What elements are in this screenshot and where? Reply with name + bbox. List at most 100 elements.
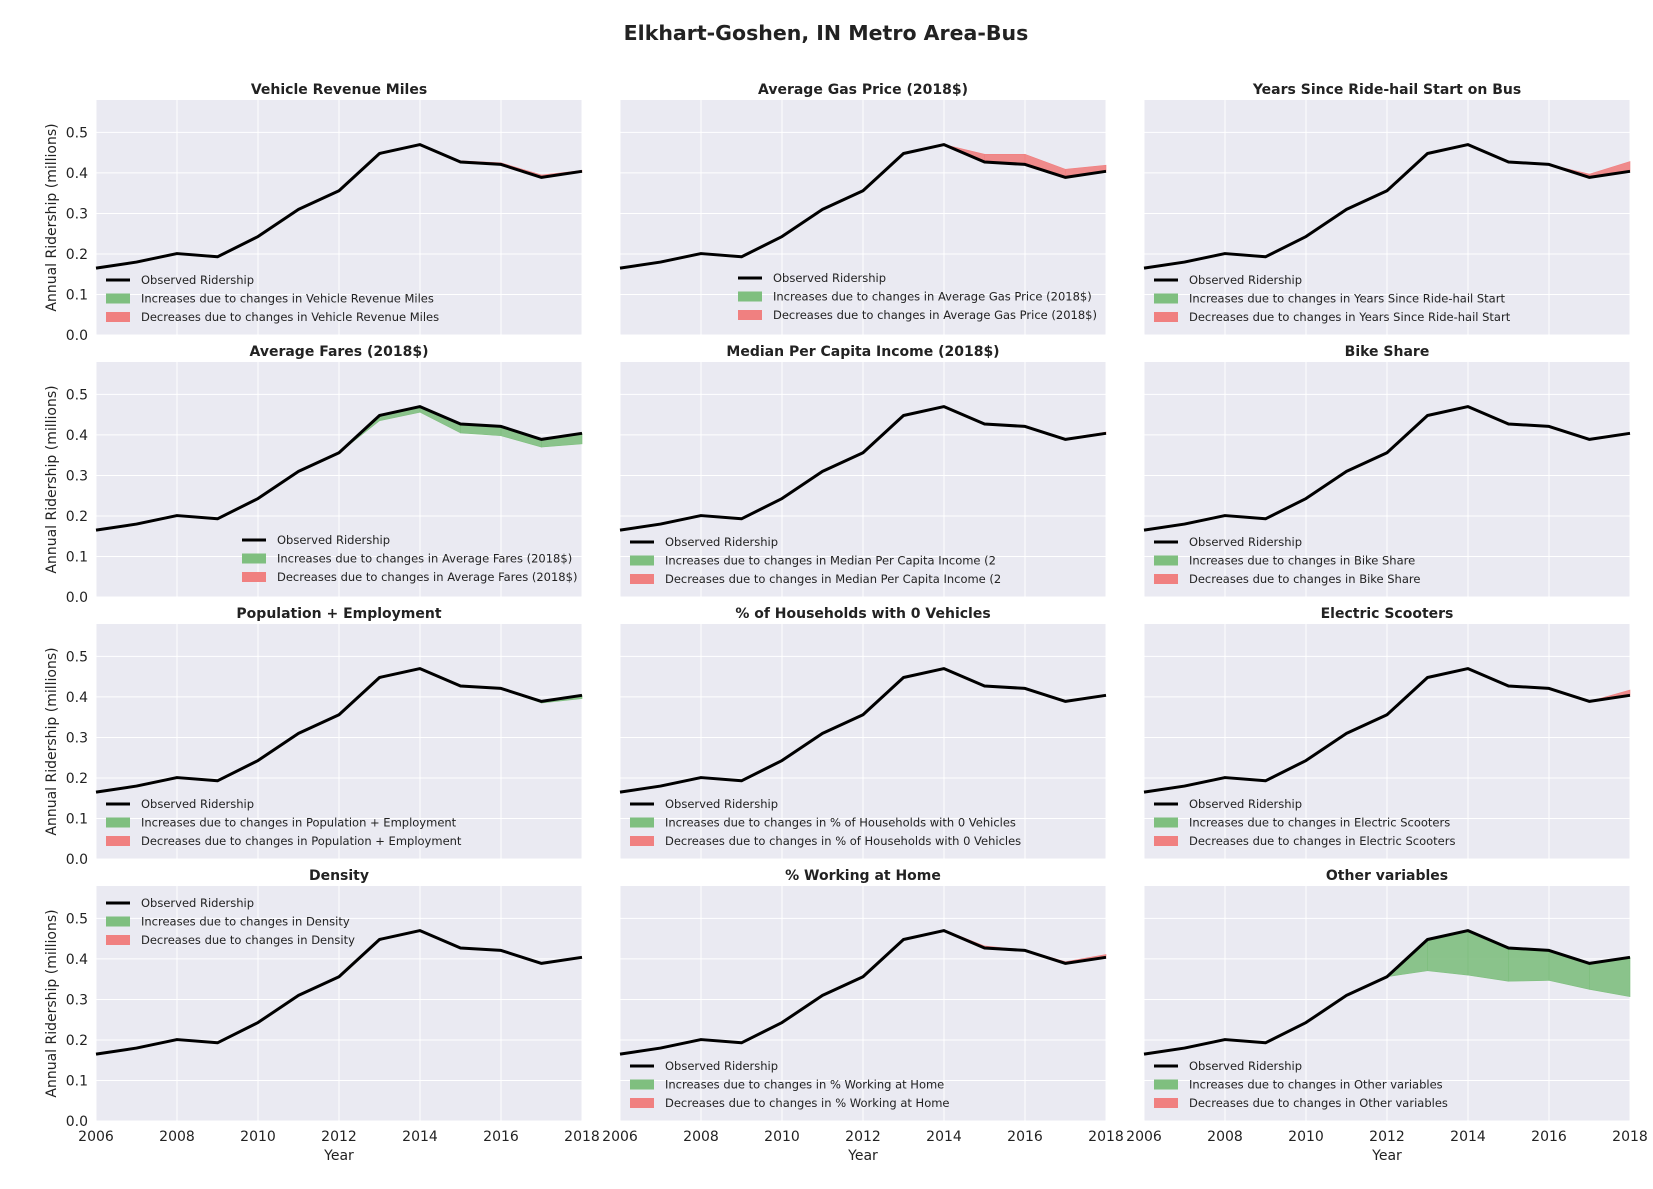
panel-title: Electric Scooters (1321, 606, 1454, 622)
y-axis-label: Annual Ridership (millions) (44, 123, 60, 311)
legend: Observed Ridership Increases due to chang… (630, 535, 1001, 586)
y-tick-label: 0.0 (66, 852, 88, 868)
legend-observed: Observed Ridership (773, 271, 886, 285)
panel-title: Median Per Capita Income (2018$) (726, 344, 999, 360)
legend: Observed Ridership Increases due to chang… (1154, 535, 1420, 586)
legend-decrease: Decreases due to changes in Bike Share (1189, 572, 1420, 586)
y-tick-label: 0.3 (66, 468, 88, 484)
x-axis-label: Year (323, 1148, 354, 1164)
legend-decrease-swatch (630, 1098, 654, 1108)
legend-increase-swatch (630, 817, 654, 828)
legend-increase-swatch (630, 555, 654, 566)
y-tick-label: 0.4 (66, 690, 88, 706)
y-axis-label: Annual Ridership (millions) (44, 385, 60, 573)
panel-title: Bike Share (1345, 344, 1430, 360)
legend-increase-swatch (1154, 555, 1178, 566)
legend: Observed Ridership Increases due to chang… (630, 1059, 950, 1110)
legend-decrease-swatch (630, 836, 654, 846)
observed-ridership-line (1143, 405, 1631, 532)
panels-grid: Vehicle Revenue Miles 0.0 0.1 0.2 0.3 0.4 0.5 A… (44, 82, 1648, 1164)
legend-increase: Increases due to changes in Vehicle Reve… (141, 292, 434, 306)
legend: Observed Ridership Increases due to chang… (106, 896, 355, 947)
observed-ridership-line (95, 143, 583, 270)
legend-increase-swatch (1154, 817, 1178, 828)
panel-title: Population + Employment (236, 606, 441, 622)
legend-observed: Observed Ridership (1189, 273, 1302, 287)
legend: Observed Ridership Increases due to chang… (1154, 797, 1455, 848)
panel-title: Density (309, 868, 369, 884)
x-tick-label: 2018 (1612, 1129, 1648, 1145)
legend-increase: Increases due to changes in Other variab… (1189, 1078, 1443, 1092)
legend-increase-swatch (1154, 293, 1178, 304)
panel-title: Average Gas Price (2018$) (758, 82, 968, 98)
y-tick-label: 0.0 (66, 328, 88, 344)
legend-increase: Increases due to changes in Average Gas … (773, 290, 1092, 304)
legend-observed: Observed Ridership (141, 797, 254, 811)
observed-ridership-line (619, 667, 1107, 794)
y-tick-label: 0.1 (66, 287, 88, 303)
legend-observed: Observed Ridership (665, 797, 778, 811)
y-tick-label: 0.3 (66, 992, 88, 1008)
x-tick-label: 2008 (159, 1129, 195, 1145)
x-tick-label: 2016 (1007, 1129, 1043, 1145)
legend-observed: Observed Ridership (141, 896, 254, 910)
panel-1: Average Gas Price (2018$) Observed Riders… (619, 82, 1107, 336)
panel-6: Population + Employment 0.0 0.1 0.2 0.3 0.4 0.… (44, 606, 583, 868)
legend: Observed Ridership Increases due to chang… (106, 797, 462, 848)
y-tick-label: 0.3 (66, 206, 88, 222)
panel-11: Other variables 2006 2008 2010 2012 2014 2016 2… (1126, 868, 1648, 1164)
panel-3: Average Fares (2018$) 0.0 0.1 0.2 0.3 0.4 0.5 A… (44, 344, 583, 606)
legend-decrease: Decreases due to changes in Average Fare… (277, 570, 577, 584)
legend: Observed Ridership Increases due to chang… (1154, 273, 1511, 324)
x-tick-label: 2014 (926, 1129, 962, 1145)
x-tick-label: 2012 (1369, 1129, 1405, 1145)
panel-2: Years Since Ride-hail Start on Bus Observ… (1143, 82, 1631, 336)
y-axis-label: Annual Ridership (millions) (44, 647, 60, 835)
y-tick-label: 0.3 (66, 730, 88, 746)
x-axis-label: Year (1371, 1148, 1402, 1164)
y-tick-label: 0.0 (66, 590, 88, 606)
observed-ridership-line (619, 143, 1107, 270)
legend-decrease: Decreases due to changes in % Working at… (665, 1096, 950, 1110)
x-tick-label: 2010 (240, 1129, 276, 1145)
legend-decrease-swatch (630, 574, 654, 584)
legend-decrease-swatch (106, 836, 130, 846)
panel-title: Other variables (1326, 868, 1448, 884)
legend-increase-swatch (1154, 1079, 1178, 1090)
legend-decrease: Decreases due to changes in % of Househo… (665, 834, 1021, 848)
x-tick-label: 2006 (1126, 1129, 1162, 1145)
panel-5: Bike Share Observed Ridership Increases du… (1143, 344, 1631, 598)
y-tick-label: 0.4 (66, 428, 88, 444)
x-axis-label: Year (847, 1148, 878, 1164)
panel-title: Years Since Ride-hail Start on Bus (1252, 82, 1521, 98)
legend-decrease: Decreases due to changes in Electric Sco… (1189, 834, 1455, 848)
x-tick-label: 2018 (564, 1129, 600, 1145)
legend-observed: Observed Ridership (1189, 535, 1302, 549)
legend-increase-swatch (242, 553, 266, 564)
legend-increase: Increases due to changes in Density (141, 915, 350, 929)
panel-0: Vehicle Revenue Miles 0.0 0.1 0.2 0.3 0.4 0.5 A… (44, 82, 583, 344)
legend-decrease: Decreases due to changes in Other variab… (1189, 1096, 1448, 1110)
y-tick-label: 0.5 (66, 387, 88, 403)
y-tick-label: 0.2 (66, 247, 88, 263)
legend-observed: Observed Ridership (141, 273, 254, 287)
legend-increase: Increases due to changes in Median Per C… (665, 554, 996, 568)
panel-title: % of Households with 0 Vehicles (735, 606, 990, 622)
panel-9: Density 0.0 0.1 0.2 0.3 0.4 0.5 Annual Ridershi… (44, 868, 600, 1164)
panel-10: % Working at Home 2006 2008 2010 2012 2014 201… (602, 868, 1124, 1164)
panel-title: Vehicle Revenue Miles (251, 82, 427, 98)
legend-observed: Observed Ridership (1189, 797, 1302, 811)
panel-title: Average Fares (2018$) (250, 344, 429, 360)
y-tick-label: 0.0 (66, 1114, 88, 1130)
chart-suptitle: Elkhart-Goshen, IN Metro Area-Bus (624, 21, 1029, 45)
observed-ridership-line (95, 929, 583, 1056)
legend-decrease: Decreases due to changes in Population +… (141, 834, 462, 848)
legend-increase: Increases due to changes in % of Househo… (665, 816, 1016, 830)
y-tick-label: 0.2 (66, 771, 88, 787)
legend-increase: Increases due to changes in Years Since … (1189, 292, 1505, 306)
legend-increase-swatch (738, 291, 762, 302)
legend: Observed Ridership Increases due to chang… (106, 273, 439, 324)
legend-decrease: Decreases due to changes in Average Gas … (773, 308, 1097, 322)
panel-4: Median Per Capita Income (2018$) Observed… (619, 344, 1107, 598)
